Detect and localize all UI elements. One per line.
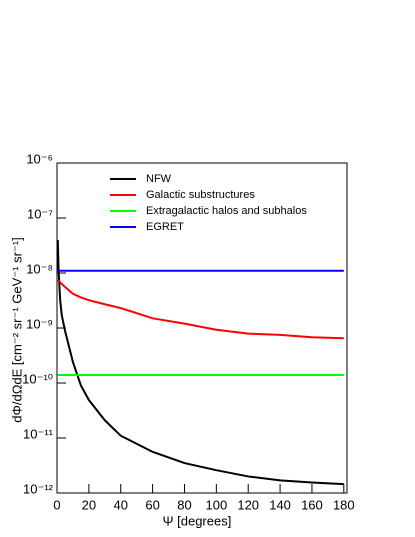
legend-label: Galactic substructures xyxy=(146,189,255,201)
legend-label: NFW xyxy=(146,173,172,185)
x-tick-label: 20 xyxy=(82,497,96,512)
x-tick-label: 160 xyxy=(301,497,323,512)
x-tick-label: 0 xyxy=(53,497,60,512)
x-tick-label: 180 xyxy=(333,497,355,512)
x-tick-label: 80 xyxy=(177,497,191,512)
x-axis-label: Ψ [degrees] xyxy=(163,513,232,528)
y-tick-label: 10⁻⁹ xyxy=(26,316,53,331)
x-tick-label: 140 xyxy=(269,497,291,512)
y-tick-label: 10⁻⁶ xyxy=(26,151,53,166)
y-tick-label: 10⁻⁷ xyxy=(27,206,53,221)
series-line xyxy=(57,279,344,340)
legend-label: Extragalactic halos and subhalos xyxy=(146,205,307,217)
legend-label: EGRET xyxy=(146,221,184,233)
y-tick-label: 10⁻¹² xyxy=(23,481,54,496)
x-tick-label: 100 xyxy=(205,497,227,512)
y-tick-label: 10⁻¹¹ xyxy=(23,426,54,441)
y-tick-label: 10⁻⁸ xyxy=(26,261,53,276)
series-line xyxy=(56,239,344,486)
y-tick-label: 10⁻¹⁰ xyxy=(22,371,53,386)
y-axis-label: dΦ/dΩdE [cm⁻² sr⁻¹ GeV⁻¹ sr⁻¹] xyxy=(9,237,24,423)
x-tick-label: 60 xyxy=(145,497,159,512)
x-tick-label: 120 xyxy=(237,497,259,512)
x-tick-label: 40 xyxy=(114,497,128,512)
